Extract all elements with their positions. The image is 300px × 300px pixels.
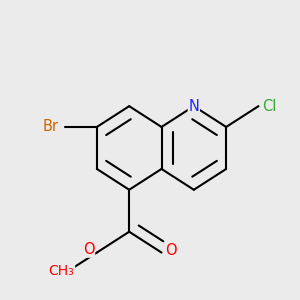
Text: Br: Br <box>42 119 58 134</box>
Text: Cl: Cl <box>262 99 277 114</box>
Text: N: N <box>188 99 199 114</box>
Text: O: O <box>83 242 94 257</box>
Text: CH₃: CH₃ <box>49 265 74 278</box>
Text: O: O <box>165 243 177 258</box>
